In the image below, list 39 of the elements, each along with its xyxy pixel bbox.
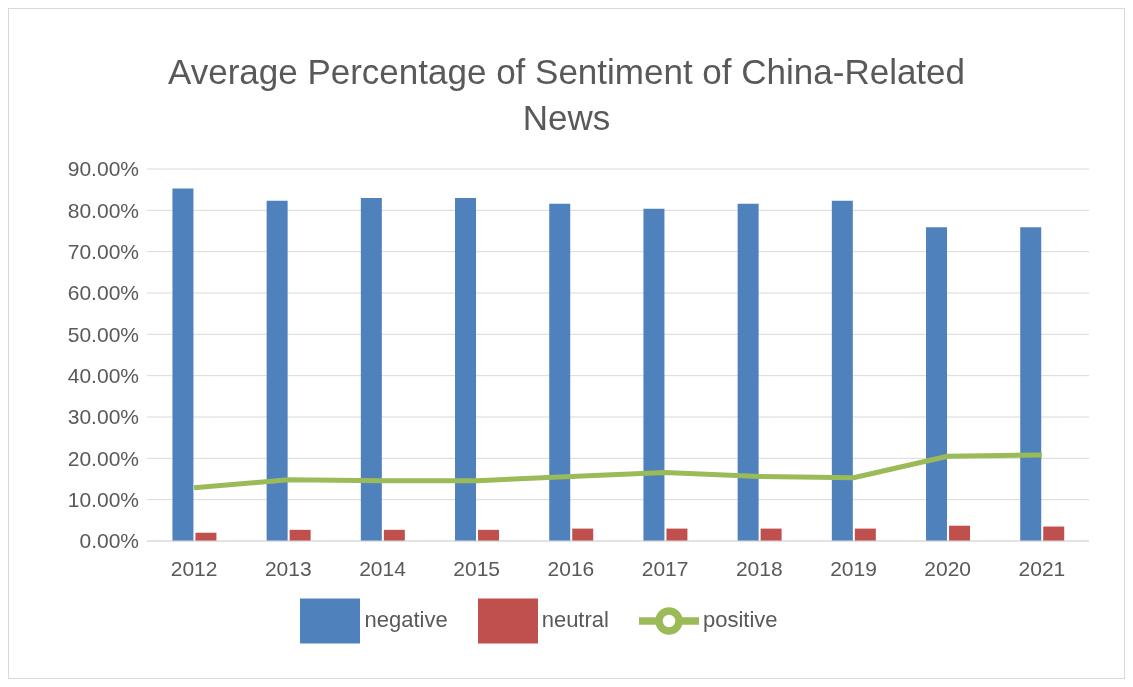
y-tick-label: 60.00% — [67, 281, 139, 305]
y-tick-label: 10.00% — [67, 488, 139, 512]
bar — [643, 208, 665, 541]
x-tick-label: 2020 — [924, 556, 972, 580]
bar — [1043, 526, 1065, 541]
x-tick-label: 2017 — [641, 556, 689, 580]
y-tick-label: 40.00% — [67, 364, 139, 388]
bar — [266, 200, 288, 541]
y-tick-label: 0.00% — [79, 529, 139, 553]
x-tick-label: 2018 — [735, 556, 783, 580]
legend-label: positive — [702, 606, 778, 632]
chart-title: Average Percentage of Sentiment of China-Related News — [166, 51, 967, 139]
x-tick-label: 2015 — [453, 556, 501, 580]
x-tick-label: 2016 — [547, 556, 595, 580]
bar — [478, 529, 500, 541]
legend-label: negative — [364, 606, 448, 632]
bar — [1020, 227, 1042, 541]
bar — [926, 227, 948, 541]
x-tick-label: 2013 — [264, 556, 312, 580]
y-tick-label: 80.00% — [67, 198, 139, 222]
y-tick-label: 50.00% — [67, 322, 139, 346]
y-tick-label: 70.00% — [67, 240, 139, 264]
bar — [831, 200, 853, 541]
bar — [172, 188, 194, 541]
bar — [737, 203, 759, 541]
bar — [455, 197, 477, 541]
y-tick-label: 90.00% — [67, 157, 139, 181]
bar — [549, 203, 571, 541]
y-tick-label: 30.00% — [67, 405, 139, 429]
legend-label: neutral — [541, 606, 609, 632]
bar — [289, 529, 311, 541]
bar — [383, 529, 405, 541]
bar — [360, 197, 382, 541]
x-tick-label: 2012 — [170, 556, 218, 580]
x-tick-label: 2019 — [830, 556, 877, 580]
y-tick-label: 20.00% — [67, 446, 139, 470]
x-tick-label: 2021 — [1018, 556, 1066, 580]
x-tick-label: 2014 — [359, 556, 407, 580]
bar — [949, 525, 971, 541]
